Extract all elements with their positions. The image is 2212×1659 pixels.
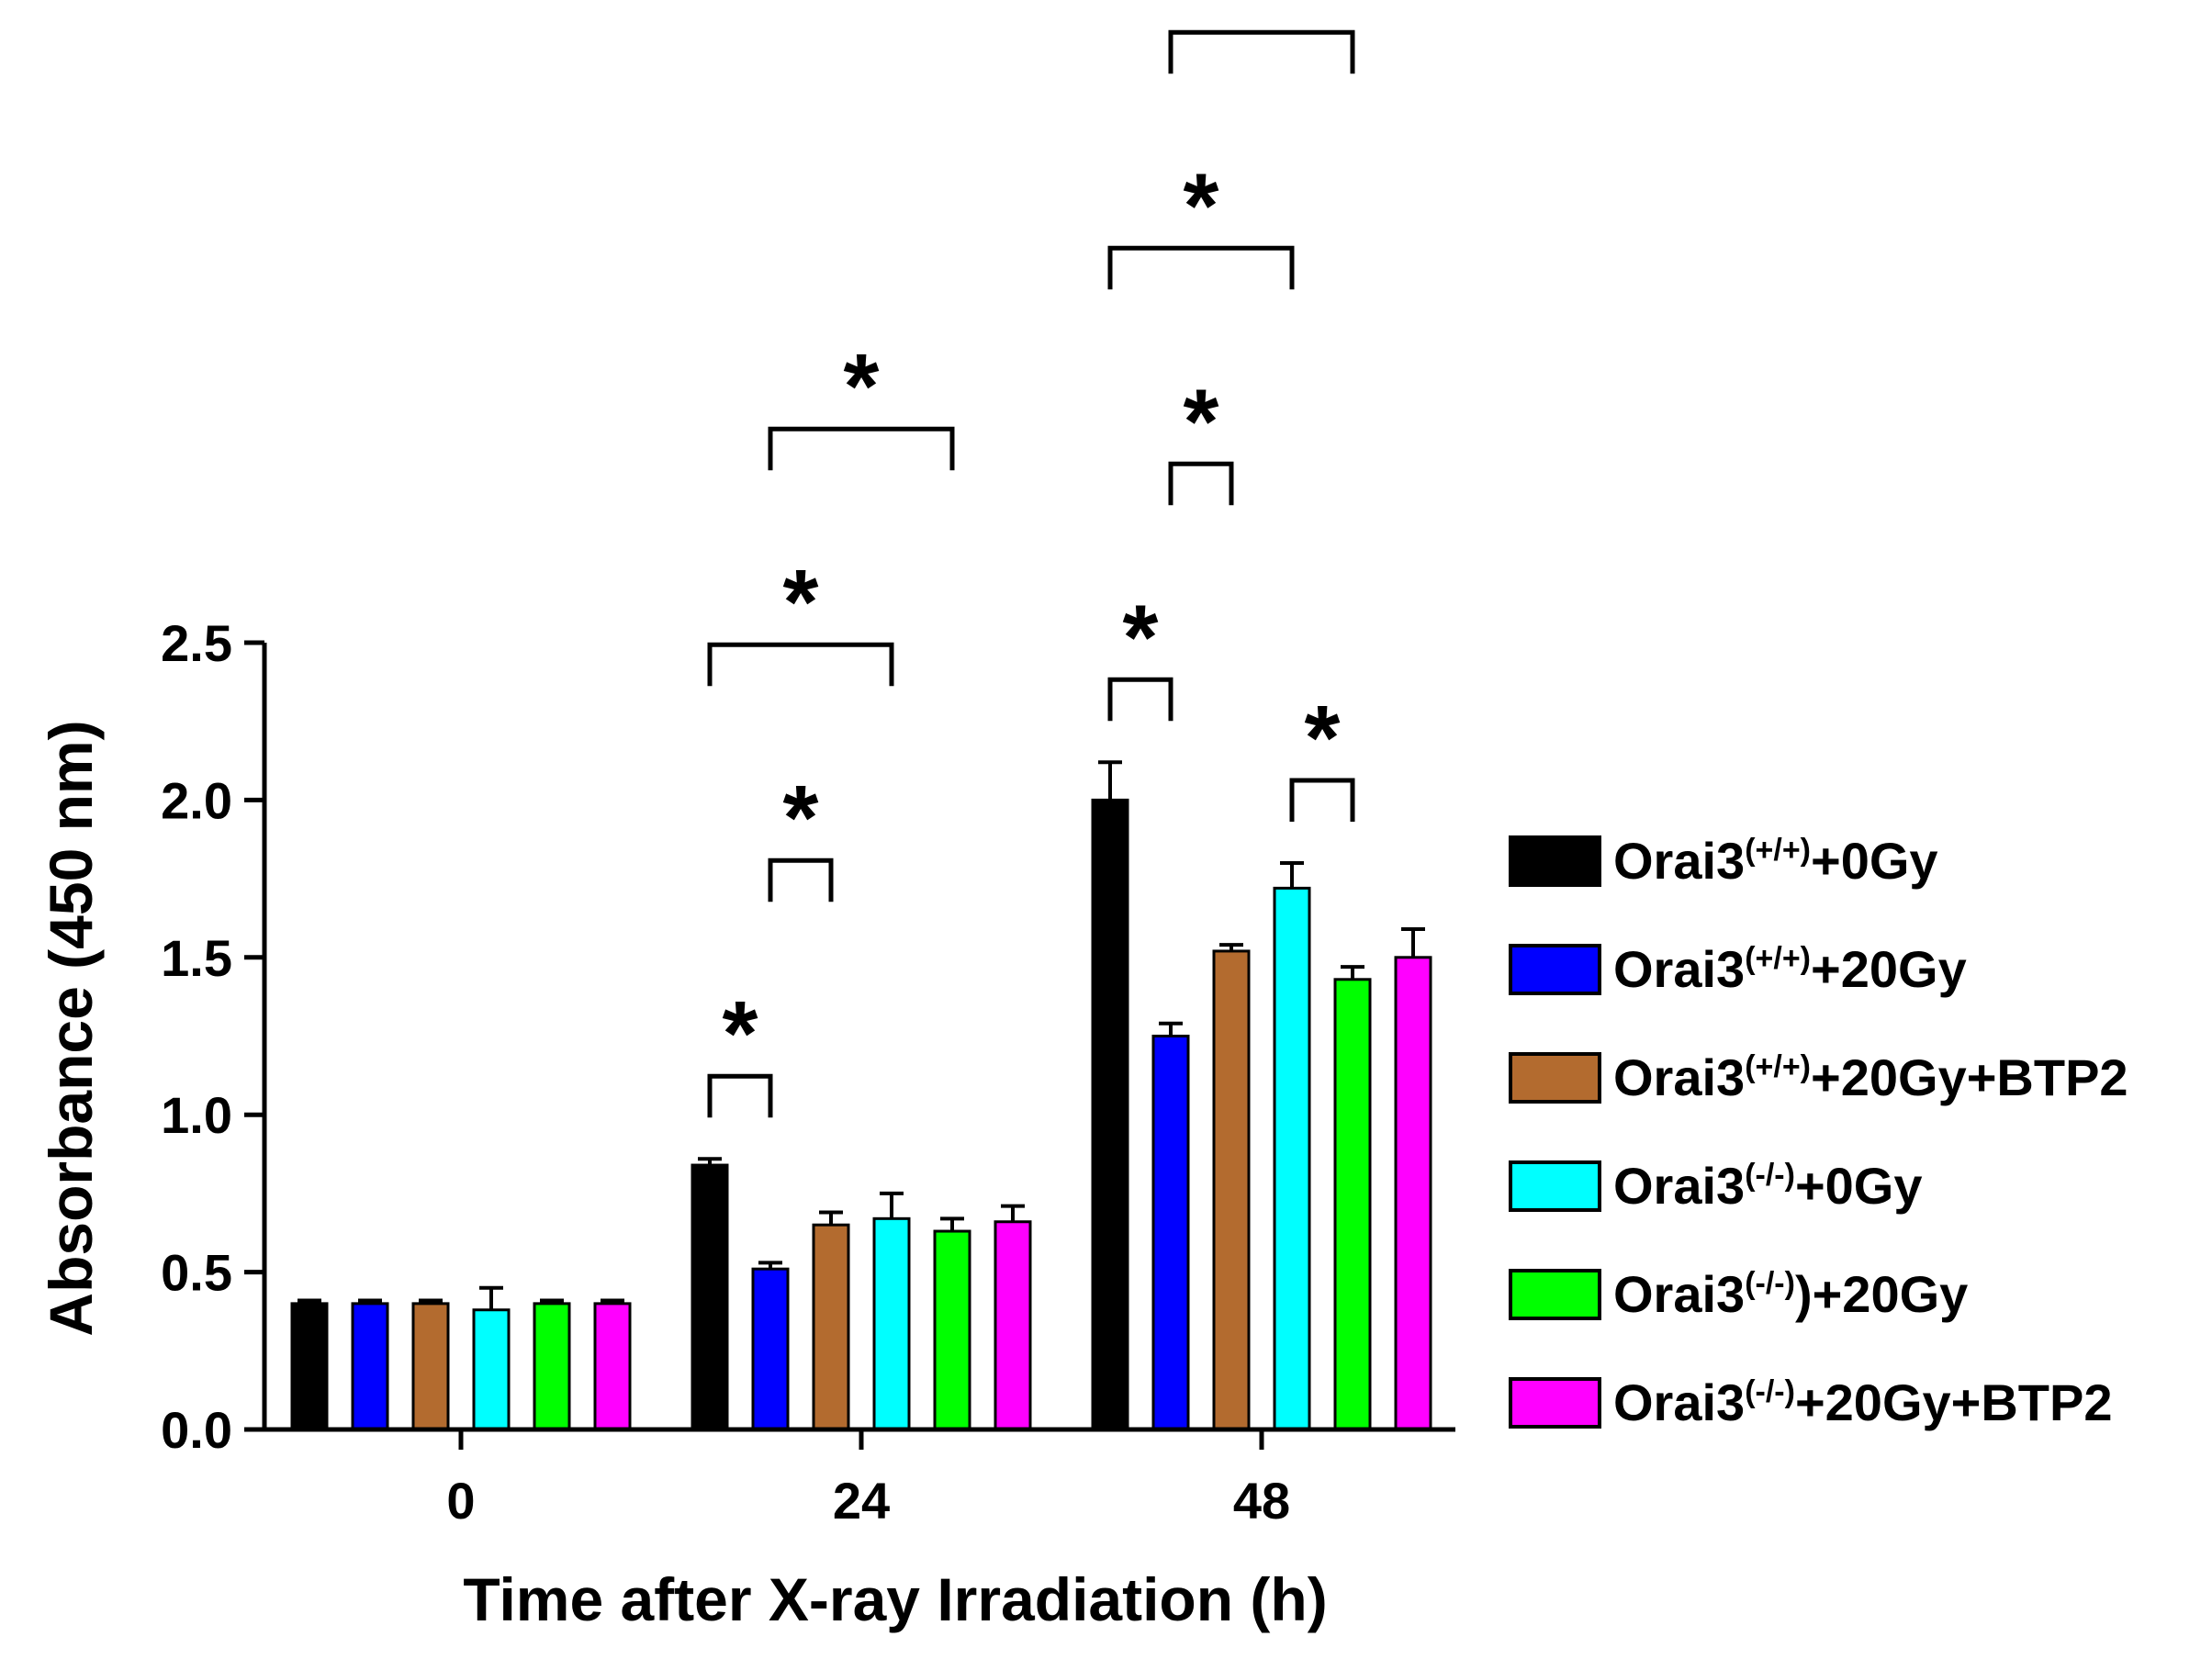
significance-star: * bbox=[1184, 370, 1219, 473]
legend-swatch bbox=[1509, 944, 1601, 995]
significance-bracket bbox=[768, 858, 834, 902]
legend-item-1: Orai3(+/+)+0Gy bbox=[1509, 832, 1938, 890]
y-tick-label: 0.5 bbox=[161, 1244, 232, 1302]
legend-item-2: Orai3(+/+)+20Gy bbox=[1509, 940, 1967, 998]
legend-label: Orai3(-/-)+0Gy bbox=[1613, 1157, 1923, 1215]
bar-24h-series-5 bbox=[933, 1229, 971, 1431]
bar-0h-series-4 bbox=[472, 1308, 511, 1431]
significance-star: * bbox=[844, 335, 880, 438]
significance-star: * bbox=[723, 982, 758, 1085]
x-axis-title: Time after X-ray Irradiation (h) bbox=[463, 1565, 1327, 1633]
significance-bracket bbox=[707, 1073, 773, 1118]
bar-48h-series-1 bbox=[1091, 798, 1129, 1431]
bar-0h-series-3 bbox=[411, 1302, 450, 1431]
bar-48h-series-6 bbox=[1394, 956, 1432, 1431]
significance-bracket bbox=[1107, 677, 1173, 722]
significance-bracket bbox=[768, 426, 955, 471]
legend-label: Orai3(+/+)+20Gy bbox=[1613, 940, 1967, 998]
legend-item-5: Orai3(-/-))+20Gy bbox=[1509, 1265, 1968, 1323]
legend-item-3: Orai3(+/+)+20Gy+BTP2 bbox=[1509, 1048, 2128, 1106]
bar-24h-series-2 bbox=[751, 1267, 790, 1431]
significance-star: * bbox=[1123, 586, 1159, 689]
bar-0h-series-2 bbox=[351, 1302, 389, 1431]
significance-star: * bbox=[1184, 154, 1219, 257]
legend-label: Orai3(+/+)+20Gy+BTP2 bbox=[1613, 1048, 2128, 1106]
legend-label: Orai3(-/-))+20Gy bbox=[1613, 1265, 1968, 1323]
significance-bracket bbox=[1107, 245, 1295, 290]
bar-0h-series-1 bbox=[290, 1302, 329, 1431]
significance-bracket bbox=[707, 642, 894, 687]
legend-swatch bbox=[1509, 835, 1601, 887]
significance-star: * bbox=[1305, 687, 1341, 790]
significance-bracket bbox=[1289, 778, 1355, 822]
legend-swatch bbox=[1509, 1377, 1601, 1429]
y-axis-title: Absorbance (450 nm) bbox=[37, 720, 105, 1336]
y-tick-label: 1.0 bbox=[161, 1086, 232, 1144]
plot-area: 0.0 0.5 1.0 1.5 2.0 2.5 0 24 48 * * * * * * * * * bbox=[161, 0, 1455, 1530]
y-tick-label: 2.0 bbox=[161, 771, 232, 829]
legend-swatch bbox=[1509, 1269, 1601, 1320]
y-tick-label: 1.5 bbox=[161, 929, 232, 987]
bar-48h-series-4 bbox=[1273, 886, 1311, 1431]
x-tick-label: 24 bbox=[833, 1472, 890, 1530]
bar-0h-series-5 bbox=[533, 1302, 571, 1431]
bar-24h-series-1 bbox=[691, 1163, 729, 1431]
bar-24h-series-4 bbox=[872, 1216, 911, 1431]
bar-0h-series-6 bbox=[593, 1302, 632, 1431]
significance-star: * bbox=[783, 767, 819, 869]
significance-bracket bbox=[1168, 461, 1234, 506]
significance-bracket bbox=[1168, 29, 1355, 74]
bar-48h-series-3 bbox=[1212, 949, 1251, 1431]
legend-swatch bbox=[1509, 1160, 1601, 1212]
legend: Orai3(+/+)+0Gy Orai3(+/+)+20Gy Orai3(+/+)+… bbox=[1509, 832, 2128, 1431]
significance-star: * bbox=[1244, 0, 1280, 41]
y-tick-label: 2.5 bbox=[161, 614, 232, 672]
legend-label: Orai3(-/-)+20Gy+BTP2 bbox=[1613, 1373, 2113, 1431]
legend-swatch bbox=[1509, 1052, 1601, 1104]
x-tick-label: 0 bbox=[446, 1472, 475, 1530]
legend-label: Orai3(+/+)+0Gy bbox=[1613, 832, 1938, 890]
bar-24h-series-6 bbox=[994, 1220, 1032, 1431]
bar-48h-series-2 bbox=[1151, 1035, 1190, 1431]
y-tick-label: 0.0 bbox=[161, 1401, 232, 1459]
bar-24h-series-3 bbox=[812, 1223, 850, 1431]
significance-star: * bbox=[783, 551, 819, 654]
legend-item-6: Orai3(-/-)+20Gy+BTP2 bbox=[1509, 1373, 2113, 1431]
x-tick-label: 48 bbox=[1233, 1472, 1290, 1530]
legend-item-4: Orai3(-/-)+0Gy bbox=[1509, 1157, 1923, 1215]
bar-48h-series-5 bbox=[1333, 978, 1372, 1431]
